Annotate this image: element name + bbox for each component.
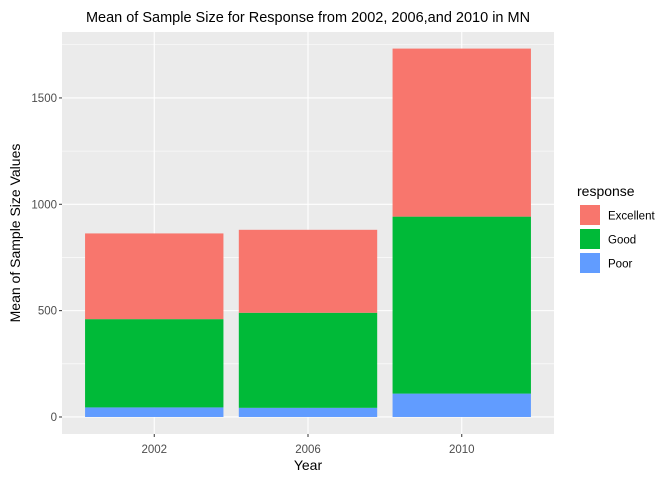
- bars: [85, 48, 531, 417]
- bar-good-2002: [85, 319, 224, 408]
- x-axis: 2002 2006 2010: [141, 434, 475, 456]
- y-tick-label: 0: [51, 412, 57, 424]
- bar-good-2006: [238, 312, 378, 408]
- x-tick-label: 2006: [295, 444, 321, 456]
- legend-swatch-good: [580, 229, 600, 249]
- x-axis-title: Year: [294, 457, 323, 473]
- x-tick-label: 2002: [141, 444, 167, 456]
- legend-swatch-excellent: [580, 205, 600, 225]
- bar-poor-2006: [238, 407, 378, 417]
- bar-excellent-2002: [85, 233, 224, 320]
- bar-excellent-2010: [392, 48, 531, 217]
- bar-poor-2002: [85, 407, 224, 417]
- y-tick-label: 1500: [31, 93, 57, 105]
- legend-label-good: Good: [608, 235, 636, 247]
- y-axis: 0 500 1000 1500: [31, 93, 62, 424]
- legend: response Excellent Good Poor: [577, 183, 655, 273]
- x-tick-label: 2010: [449, 444, 475, 456]
- bar-excellent-2006: [238, 229, 378, 313]
- bar-poor-2010: [392, 393, 531, 417]
- legend-label-excellent: Excellent: [608, 211, 655, 223]
- y-tick-label: 1000: [31, 199, 57, 211]
- legend-swatch-poor: [580, 253, 600, 273]
- legend-title: response: [577, 183, 635, 199]
- y-axis-title: Mean of Sample Size Values: [7, 144, 23, 323]
- chart-title: Mean of Sample Size for Response from 20…: [86, 10, 530, 26]
- y-tick-label: 500: [38, 306, 57, 318]
- legend-label-poor: Poor: [608, 259, 632, 271]
- bar-good-2010: [392, 216, 531, 394]
